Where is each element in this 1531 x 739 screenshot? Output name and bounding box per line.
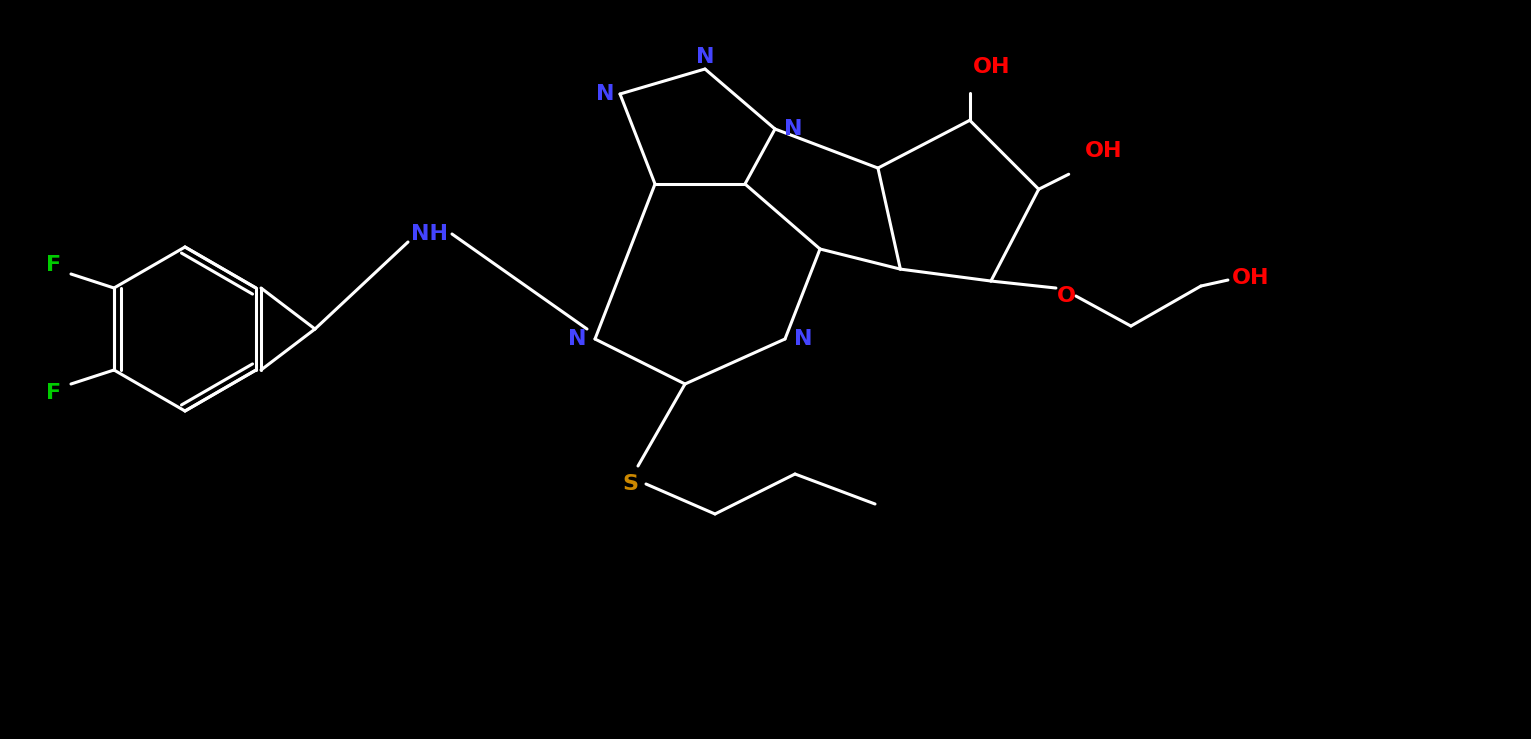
Text: S: S [622,474,638,494]
Text: OH: OH [1232,268,1269,288]
Text: N: N [695,47,715,67]
Text: N: N [784,119,802,139]
Text: N: N [793,329,813,349]
Text: OH: OH [974,58,1010,78]
Text: N: N [568,329,586,349]
Text: F: F [46,255,61,275]
Text: F: F [46,383,61,403]
Text: O: O [1056,286,1075,306]
Text: OH: OH [1085,141,1122,161]
Text: NH: NH [412,224,449,244]
Text: N: N [596,84,614,104]
